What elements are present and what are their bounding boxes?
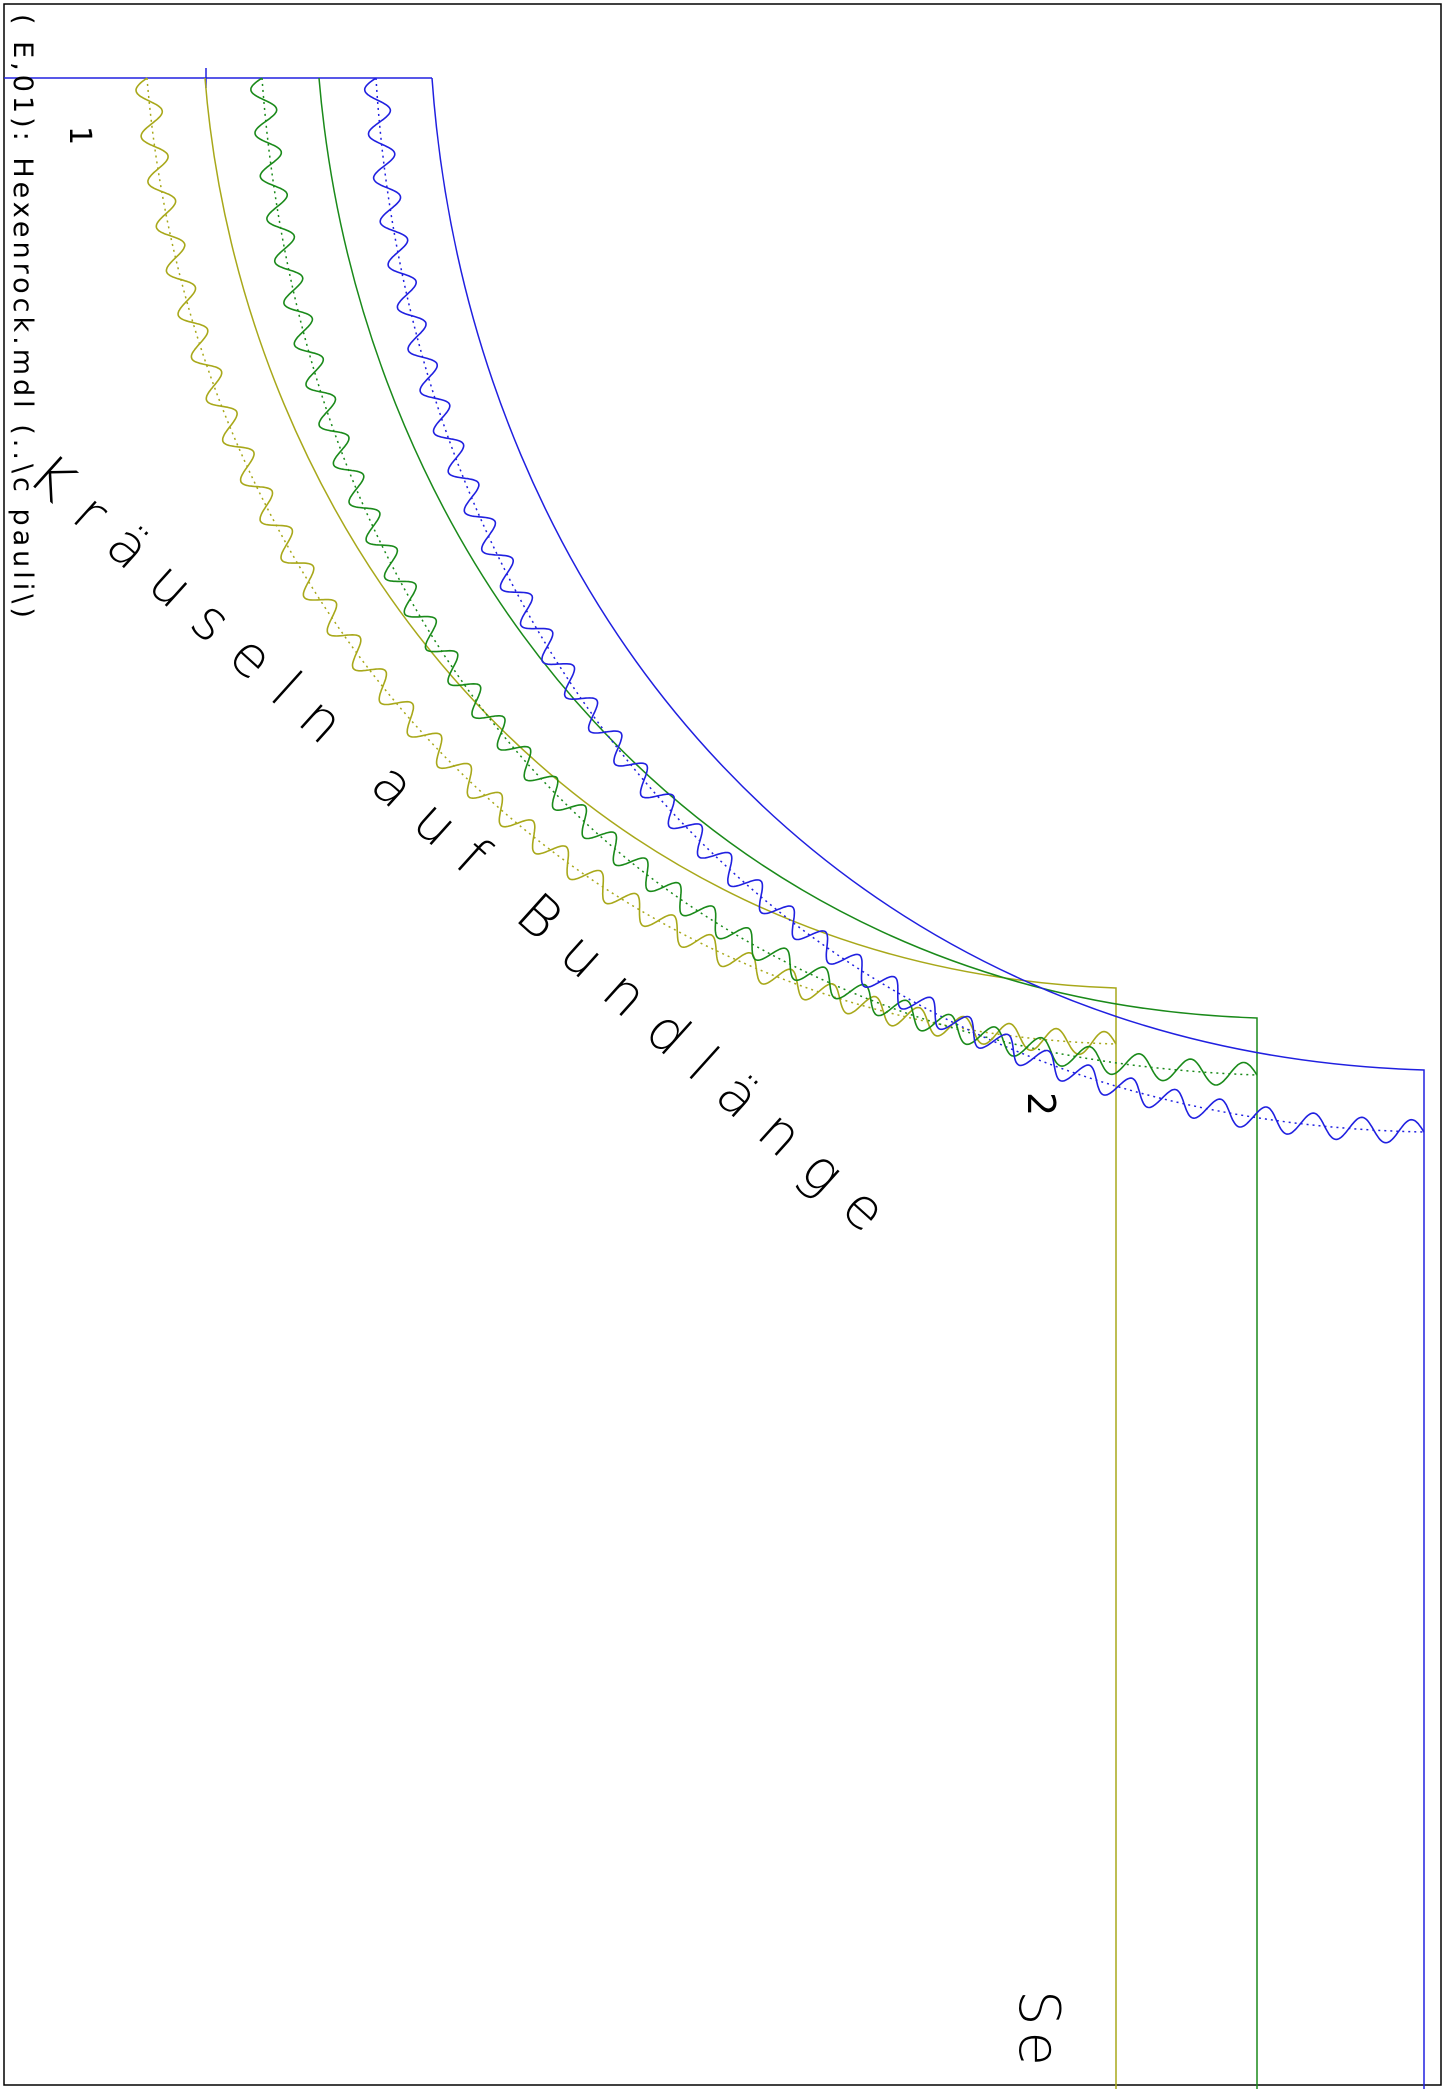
point-label-1: 1 xyxy=(62,126,97,145)
page-frame xyxy=(3,3,1442,2086)
partial-label: Se xyxy=(1006,1990,1071,2072)
gather-guide-medium xyxy=(261,77,1258,1076)
gather-instruction: Kräuseln auf Bundlänge xyxy=(17,442,915,1260)
gather-stitch-small xyxy=(135,77,1117,1056)
gather-stitch-medium xyxy=(250,77,1258,1086)
outline-size-medium xyxy=(318,77,1258,2089)
gather-stitch-large xyxy=(363,77,1425,1144)
outline-size-large xyxy=(431,77,1425,2089)
outline-size-small xyxy=(204,77,1117,2089)
point-label-2: 2 xyxy=(1019,1092,1063,1116)
file-label: ( E,01): Hexenrock.mdl (..\c pauli\) xyxy=(7,14,38,622)
gather-guide-small xyxy=(146,77,1117,1045)
gather-guide-large xyxy=(375,77,1425,1133)
